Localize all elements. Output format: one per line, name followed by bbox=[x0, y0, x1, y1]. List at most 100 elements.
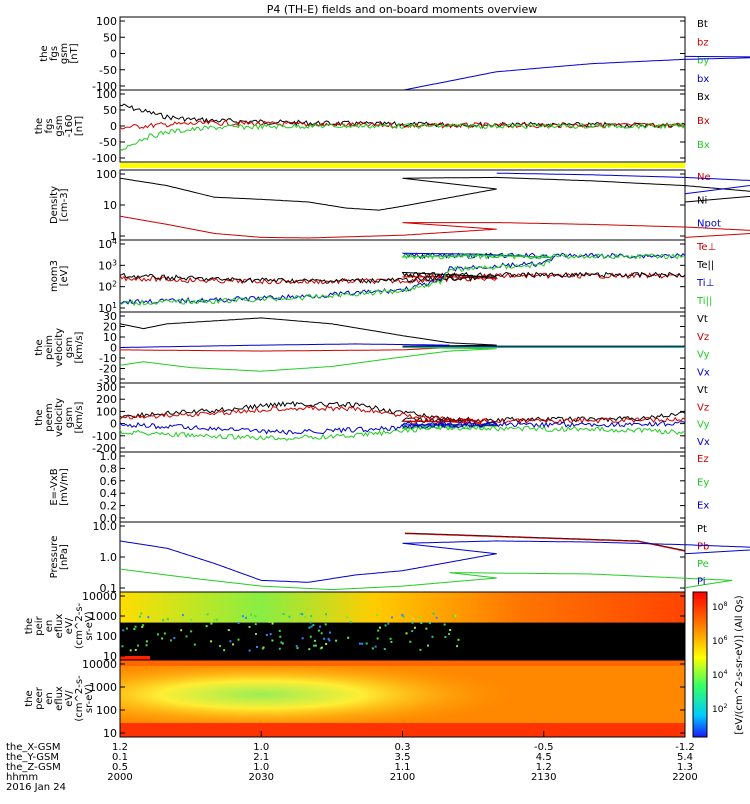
x-tick-label: 1.2 bbox=[112, 742, 128, 753]
y-tick-label: 102 bbox=[98, 280, 117, 294]
heatmap-cell bbox=[281, 642, 284, 645]
legend-bx: Bx bbox=[697, 140, 710, 151]
heatmap-cell bbox=[390, 640, 393, 643]
heatmap-cell bbox=[125, 627, 128, 630]
y-tick-label: 1000 bbox=[89, 681, 117, 694]
y-tick-label: -100 bbox=[92, 80, 117, 93]
heatmap-cell bbox=[308, 626, 311, 629]
panel-efield: 1.00.80.60.40.20.0 E=-VxB [mV/m] Ez Ey Ex bbox=[49, 450, 709, 525]
y-axis-label: the bbox=[24, 690, 35, 706]
y-axis-label: sr-eV) bbox=[84, 684, 95, 713]
heatmap-cell bbox=[294, 620, 297, 623]
y-tick-label: 100 bbox=[96, 704, 117, 717]
heatmap-cell bbox=[278, 647, 281, 650]
heatmap-cell bbox=[248, 649, 251, 652]
y-tick-label: 10 bbox=[103, 727, 117, 740]
heatmap-cell bbox=[134, 648, 137, 651]
series-line bbox=[119, 252, 686, 307]
heatmap-cell bbox=[193, 643, 196, 646]
y-axis-label: fgs bbox=[44, 118, 55, 133]
y-axis-label: [nPa] bbox=[59, 544, 70, 570]
heatmap-cell bbox=[304, 615, 307, 618]
legend-vz: Vz bbox=[697, 332, 709, 343]
status-bar bbox=[120, 163, 685, 168]
series-line bbox=[120, 347, 685, 352]
heatmap-cell bbox=[180, 629, 183, 632]
series-line bbox=[119, 540, 750, 583]
heatmap-cell bbox=[166, 618, 169, 621]
heatmap-cell bbox=[402, 615, 405, 618]
heatmap-cell bbox=[323, 637, 326, 640]
heatmap-cell bbox=[457, 638, 460, 641]
series-line bbox=[119, 420, 686, 436]
heatmap-cell bbox=[391, 616, 394, 619]
heatmap-cell bbox=[206, 613, 209, 616]
heatmap-cell bbox=[443, 623, 446, 626]
y-tick-label: 10000 bbox=[82, 658, 117, 671]
y-tick-label: 0.6 bbox=[100, 475, 118, 488]
heatmap-high-energy-band bbox=[120, 592, 685, 623]
legend-vy: Vy bbox=[697, 350, 710, 361]
heatmap-cell bbox=[371, 647, 374, 650]
y-tick-label: 0 bbox=[110, 48, 117, 61]
y-axis-label: the bbox=[34, 339, 45, 355]
heatmap-cell bbox=[409, 640, 412, 643]
y-axis-label: [nT] bbox=[69, 43, 80, 63]
heatmap-cell bbox=[202, 614, 205, 617]
y-axis-label: the bbox=[34, 118, 45, 134]
y-axis-label: gsm bbox=[59, 43, 70, 64]
series-line bbox=[496, 172, 750, 195]
heatmap-cell bbox=[365, 642, 368, 645]
heatmap-cell bbox=[329, 631, 332, 634]
y-axis-label: -160 bbox=[64, 115, 75, 138]
heatmap-cell bbox=[296, 647, 299, 650]
legend-pi: Pi bbox=[697, 577, 706, 588]
x-tick-label: 1.2 bbox=[536, 762, 552, 773]
heatmap-cell bbox=[387, 622, 390, 625]
y-axis-label: velocity bbox=[54, 398, 65, 437]
heatmap-cell bbox=[140, 612, 143, 615]
y-tick-label: -50 bbox=[99, 64, 117, 77]
x-tick-label: 1.0 bbox=[253, 742, 269, 753]
y-tick-label: 0.1 bbox=[100, 582, 118, 595]
y-axis-label: the bbox=[24, 618, 35, 634]
heatmap-cell bbox=[324, 623, 327, 626]
y-tick-label: 100 bbox=[96, 630, 117, 643]
x-tick-label: -1.2 bbox=[675, 742, 695, 753]
heatmap-cell bbox=[320, 646, 323, 649]
heatmap-cell bbox=[145, 644, 148, 647]
heatmap-cell bbox=[358, 642, 361, 645]
panel-fgs-dsl: 100 50 0 -50 -100 the fgs gsm -160 [nT] Bx Bx Bx bbox=[34, 88, 710, 165]
panel-frame bbox=[119, 451, 686, 523]
heatmap-cell bbox=[310, 625, 313, 628]
series-line bbox=[119, 176, 750, 211]
heatmap-cell bbox=[205, 625, 208, 628]
legend-te: Te⊥ bbox=[696, 242, 716, 253]
series-line bbox=[120, 343, 685, 348]
y-axis-label: mom3 bbox=[49, 260, 60, 292]
x-tick-label: 0.1 bbox=[112, 752, 128, 763]
y-tick-label: 0.8 bbox=[100, 462, 118, 475]
heatmap-cell bbox=[173, 637, 176, 640]
y-tick-label: -100 bbox=[92, 430, 117, 443]
heatmap-cell bbox=[428, 622, 431, 625]
heatmap-cell bbox=[142, 624, 145, 627]
heatmap-cell bbox=[411, 621, 414, 624]
y-tick-label: 103 bbox=[98, 258, 117, 272]
heatmap-cell bbox=[134, 625, 137, 628]
legend-ez: Ez bbox=[697, 454, 709, 465]
y-tick-label: 104 bbox=[98, 237, 117, 251]
y-axis-label: (cm^2-s- bbox=[74, 602, 85, 649]
series-line bbox=[119, 271, 686, 284]
legend-bx: Bx bbox=[697, 92, 710, 103]
heatmap-cell bbox=[376, 614, 379, 617]
y-tick-label: 1000 bbox=[89, 610, 117, 623]
y-tick-label: -10 bbox=[99, 352, 117, 365]
x-tick-label: 2100 bbox=[390, 772, 415, 783]
y-tick-label: 50 bbox=[103, 31, 117, 44]
heatmap-cell bbox=[182, 614, 185, 617]
x-tick-label: 2130 bbox=[531, 772, 556, 783]
legend-vt: Vt bbox=[697, 314, 708, 325]
